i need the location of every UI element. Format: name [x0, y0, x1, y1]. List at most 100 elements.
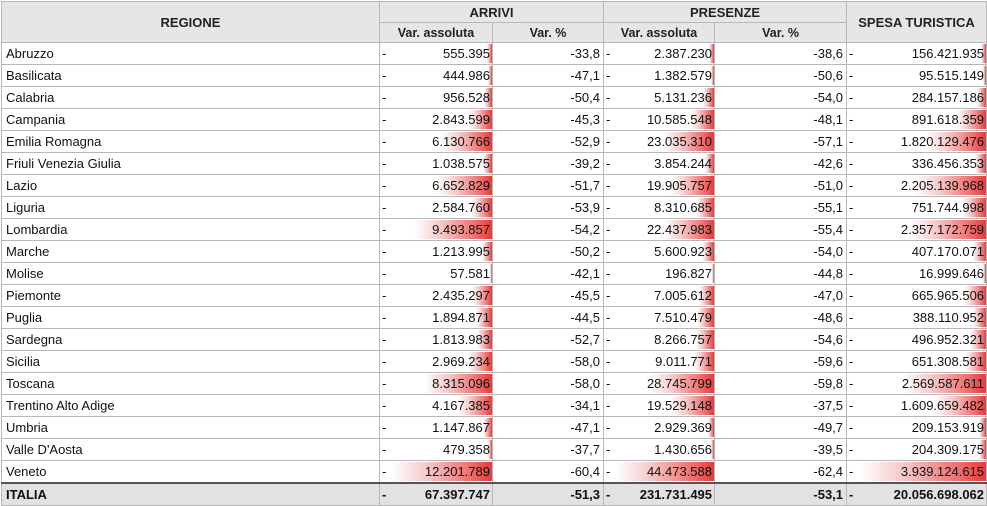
dash: - [379, 108, 392, 131]
cell-value: 1.609.659.482 [900, 397, 985, 413]
cell-value: 751.744.998 [911, 199, 985, 215]
cell-value: 19.529.148 [646, 397, 713, 413]
table-body: Abruzzo - 555.395 -33,8 - 2.387.230 -38,6 - 156.… [1, 42, 987, 484]
total-presenze-var-pct: -53,1 [714, 482, 848, 506]
data-bar [670, 396, 714, 415]
region-name: Puglia [1, 306, 380, 329]
data-bar [476, 308, 492, 327]
data-bar [441, 132, 492, 151]
data-bar [483, 154, 492, 173]
presenze-var-assoluta: 19.905.757 [615, 174, 716, 197]
presenze-var-pct: -55,1 [714, 196, 848, 219]
cell-value: 23.035.310 [646, 133, 713, 149]
data-bar [702, 88, 714, 107]
data-bar [484, 88, 492, 107]
arrivi-var-pct: -44,5 [491, 306, 605, 329]
cell-value: 1.382.579 [654, 67, 713, 83]
presenze-var-pct: -55,4 [714, 218, 848, 241]
total-row: ITALIA - 67.397.747 -51,3 - 231.731.495 … [1, 482, 987, 506]
spesa-turistica: 1.820.129.476 [858, 130, 987, 153]
cell-value: 665.965.506 [911, 287, 985, 303]
region-name: Piemonte [1, 284, 380, 307]
region-name: Lazio [1, 174, 380, 197]
presenze-var-pct: -48,6 [714, 306, 848, 329]
data-bar [697, 308, 714, 327]
presenze-var-pct: -38,6 [714, 42, 848, 65]
presenze-var-assoluta: 2.929.369 [615, 416, 716, 439]
cell-value: 209.153.919 [911, 419, 985, 435]
arrivi-var-assoluta: 1.213.995 [391, 240, 493, 263]
dash: - [603, 438, 616, 461]
region-name: Marche [1, 240, 380, 263]
data-bar [423, 374, 492, 393]
table-row: Lombardia -9.493.857 -54,2-22.437.983 -55,4… [1, 218, 987, 241]
presenze-var-pct: -54,0 [714, 240, 848, 263]
cell-value: 8.310.685 [654, 199, 713, 215]
dash: - [603, 240, 616, 263]
spesa-turistica: 665.965.506 [858, 284, 987, 307]
dash: - [846, 218, 859, 241]
cell-value: 1.813.983 [432, 331, 490, 347]
presenze-var-pct: -37,5 [714, 394, 848, 417]
presenze-var-assoluta: 5.600.923 [615, 240, 716, 263]
header-arrivi-var-assoluta: Var. assoluta [379, 22, 493, 43]
presenze-var-pct: -50,6 [714, 64, 848, 87]
data-bar [487, 44, 492, 63]
presenze-var-assoluta: 8.266.757 [615, 328, 716, 351]
arrivi-var-assoluta: 4.167.385 [391, 394, 493, 417]
dash: - [846, 262, 859, 285]
data-bar [964, 352, 986, 371]
presenze-var-pct: -54,6 [714, 328, 848, 351]
arrivi-var-pct: -47,1 [491, 64, 605, 87]
data-bar [909, 220, 986, 239]
table-row: Calabria -956.528 -50,4-5.131.236 -54,0-284… [1, 86, 987, 109]
data-bar [705, 154, 714, 173]
cell-value: 1.894.871 [432, 309, 490, 325]
dash: - [603, 108, 616, 131]
cell-value: 2.387.230 [654, 45, 713, 61]
data-bar [482, 418, 492, 437]
data-bar [437, 176, 492, 195]
data-bar [927, 132, 986, 151]
region-name: Calabria [1, 86, 380, 109]
dash: - [379, 262, 392, 285]
cell-value: 2.205.139.968 [900, 177, 985, 193]
presenze-var-assoluta: 5.131.236 [615, 86, 716, 109]
total-spesa-turistica: 20.056.698.062 [858, 482, 987, 506]
dash: - [379, 482, 392, 506]
dash: - [846, 306, 859, 329]
presenze-var-pct: -62,4 [714, 460, 848, 484]
data-bar [477, 330, 492, 349]
dash: - [846, 86, 859, 109]
data-bar [707, 418, 714, 437]
data-bar [650, 374, 714, 393]
spesa-turistica: 2.205.139.968 [858, 174, 987, 197]
data-bar [710, 66, 714, 85]
region-name: Molise [1, 262, 380, 285]
arrivi-var-assoluta: 956.528 [391, 86, 493, 109]
data-bar [982, 66, 986, 85]
presenze-var-assoluta: 8.310.685 [615, 196, 716, 219]
cell-value: 2.843.599 [432, 111, 490, 127]
spesa-turistica: 496.952.321 [858, 328, 987, 351]
cell-value: 4.167.385 [432, 397, 490, 413]
data-bar [482, 242, 492, 261]
presenze-var-pct: -42,6 [714, 152, 848, 175]
arrivi-var-assoluta: 1.813.983 [391, 328, 493, 351]
presenze-var-pct: -44,8 [714, 262, 848, 285]
arrivi-var-assoluta: 9.493.857 [391, 218, 493, 241]
spesa-turistica: 891.618.359 [858, 108, 987, 131]
spesa-turistica: 336.456.353 [858, 152, 987, 175]
arrivi-var-pct: -45,5 [491, 284, 605, 307]
data-bar [695, 198, 714, 217]
region-name: Friuli Venezia Giulia [1, 152, 380, 175]
dash: - [846, 350, 859, 373]
table-row: Sardegna -1.813.983 -52,7-8.266.757 -54,6-4… [1, 328, 987, 351]
cell-value: 6.130.766 [432, 133, 490, 149]
table-row: Campania -2.843.599 -45,3-10.585.548 -48,1-… [1, 108, 987, 131]
dash: - [846, 152, 859, 175]
arrivi-var-pct: -37,7 [491, 438, 605, 461]
arrivi-var-pct: -53,9 [491, 196, 605, 219]
total-arrivi-var-pct: -51,3 [491, 482, 605, 506]
